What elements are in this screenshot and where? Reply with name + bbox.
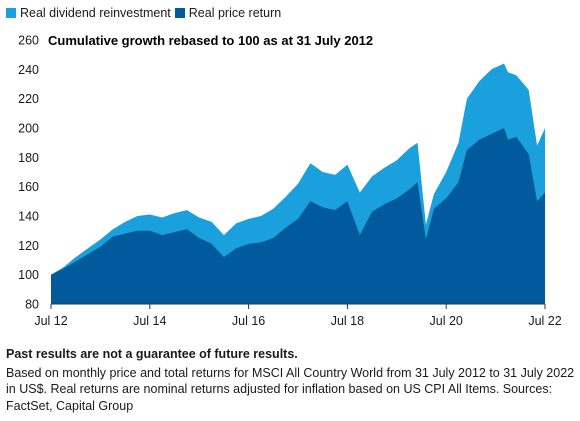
y-tick-label: 120	[18, 239, 39, 253]
x-axis: Jul 12 Jul 14 Jul 16 Jul 18 Jul 20 Jul 22	[34, 304, 562, 328]
y-tick-label: 140	[18, 210, 39, 224]
legend-item-dividend: Real dividend reinvestment	[6, 6, 171, 20]
y-tick-label: 240	[18, 63, 39, 77]
legend-swatch-dividend	[6, 8, 16, 18]
x-tick-label: Jul 22	[528, 314, 561, 328]
legend-item-price: Real price return	[174, 6, 282, 20]
footnote: Past results are not a guarantee of futu…	[6, 346, 576, 414]
area-price-return	[51, 128, 545, 304]
y-tick-label: 100	[18, 268, 39, 282]
legend-swatch-price	[174, 8, 185, 18]
x-tick-label: Jul 18	[331, 314, 364, 328]
x-tick-label: Jul 12	[34, 314, 67, 328]
chart-legend: Real dividend reinvestment Real price re…	[6, 6, 285, 20]
legend-label-dividend: Real dividend reinvestment	[20, 6, 171, 20]
y-tick-label: 220	[18, 92, 39, 106]
y-tick-label: 260	[18, 34, 39, 48]
y-tick-label: 180	[18, 151, 39, 165]
chart-series	[51, 63, 545, 304]
y-tick-label: 160	[18, 180, 39, 194]
y-tick-label: 200	[18, 122, 39, 136]
x-tick-label: Jul 20	[430, 314, 463, 328]
source-text: Based on monthly price and total returns…	[6, 365, 575, 413]
chart-title: Cumulative growth rebased to 100 as at 3…	[48, 33, 373, 48]
x-tick-label: Jul 14	[133, 314, 166, 328]
y-tick-label: 80	[25, 298, 39, 312]
legend-label-price: Real price return	[188, 6, 282, 20]
disclaimer-text: Past results are not a guarantee of futu…	[6, 347, 298, 361]
x-tick-label: Jul 16	[232, 314, 265, 328]
y-axis: 80 100 120 140 160 180 200 220 240 260	[18, 34, 39, 312]
